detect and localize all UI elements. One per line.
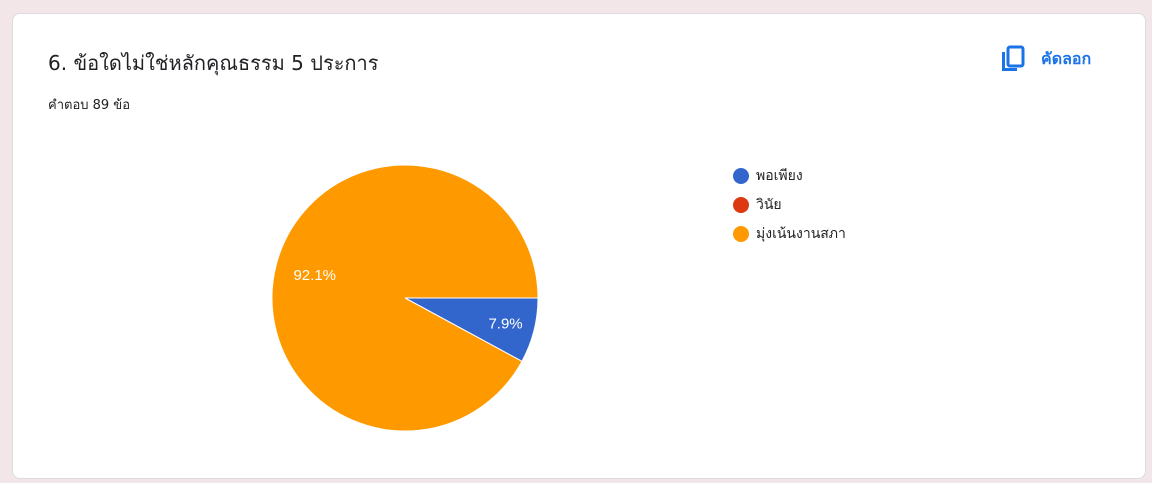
legend-swatch-0 (733, 167, 749, 184)
copy-button[interactable]: คัดลอก (998, 44, 1091, 74)
legend-item-1[interactable]: วินัย (733, 190, 846, 219)
legend-swatch-1 (733, 196, 749, 213)
copy-label: คัดลอก (1041, 48, 1092, 68)
pie-slice-label-2: 92.1% (293, 267, 336, 284)
question-title: 6. ข้อใดไม่ใช่หลักคุณธรรม 5 ประการ (48, 51, 379, 75)
legend-label-1: วินัย (756, 196, 782, 213)
chart-legend: พอเพียงวินัยมุ่งเน้นงานสภา (733, 161, 846, 248)
pie-slice-2[interactable] (271, 164, 539, 432)
response-count: คำตอบ 89 ข้อ (48, 98, 130, 113)
legend-item-2[interactable]: มุ่งเน้นงานสภา (733, 219, 846, 248)
legend-swatch-2 (733, 225, 749, 242)
legend-label-2: มุ่งเน้นงานสภา (756, 225, 846, 242)
legend-label-0: พอเพียง (756, 167, 803, 184)
legend-item-0[interactable]: พอเพียง (733, 161, 846, 190)
question-card: 6. ข้อใดไม่ใช่หลักคุณธรรม 5 ประการ คำตอบ… (12, 13, 1146, 479)
pie-chart: 7.9% 92.1% (271, 164, 539, 432)
pie-slice-label-0: 7.9% (488, 315, 522, 332)
copy-icon (998, 45, 1026, 73)
